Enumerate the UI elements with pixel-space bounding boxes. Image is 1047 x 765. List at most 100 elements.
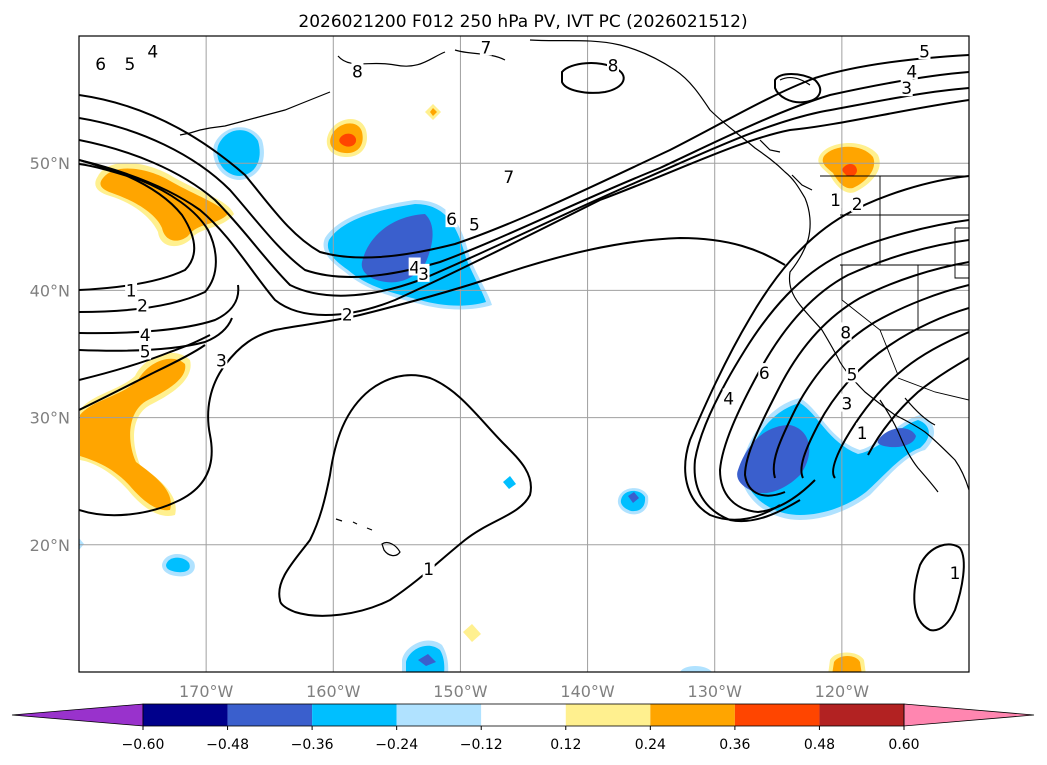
pv-contour-east-6 (832, 331, 969, 479)
ivt-negative-region-small-east-core (628, 492, 639, 503)
contour-label-halo (125, 280, 138, 299)
contour-label: 3 (216, 351, 227, 371)
contour-label-halo (139, 324, 152, 343)
border-states (840, 176, 969, 376)
contour-label: 1 (950, 564, 961, 584)
contour-label: 8 (608, 56, 619, 76)
colorbar-segment (481, 704, 566, 726)
ivt-positive-region-west-north-core (100, 168, 228, 241)
contour-label-halo (846, 364, 859, 383)
pv-contour-upper-left (79, 99, 969, 316)
ivt-negative-region-south-east (680, 666, 712, 672)
colorbar-tick-label: −0.36 (291, 737, 334, 753)
contour-label: 5 (847, 365, 858, 385)
x-tick-label: 170°W (179, 682, 234, 701)
colorbar-segment (227, 704, 313, 726)
pv-contour-left-6 (79, 344, 206, 411)
contour-label: 5 (140, 342, 151, 362)
colorbar-segment (565, 704, 651, 726)
contour-label: 3 (842, 395, 853, 415)
colorbar-tick-label: 0.48 (804, 737, 835, 753)
contour-label-halo (139, 341, 152, 360)
pv-contour-pacific-loop (278, 374, 532, 617)
contour-label: 6 (446, 210, 457, 230)
colorbar-extend-low (11, 703, 144, 727)
ivt-negative-region-west-small-mid (166, 557, 190, 573)
contour-label: 6 (759, 364, 770, 384)
contour-label-halo (502, 167, 515, 186)
contour-label-halo (840, 393, 853, 412)
pv-contour-lower-left-loop (79, 236, 786, 517)
contour-label: 5 (124, 55, 135, 75)
x-tick-label: 120°W (815, 682, 870, 701)
contour-label-halo (479, 37, 492, 56)
contour-label-halo (136, 295, 149, 314)
contour-label: 8 (352, 63, 363, 83)
colorbar: −0.60 −0.48 −0.36 −0.24 −0.12 0.12 0.24 0.36 0.4… (11, 703, 1035, 753)
colorbar-segment (734, 704, 820, 726)
political-borders (820, 175, 969, 401)
contour-label: 1 (423, 560, 434, 580)
coastline-hawaii (335, 518, 401, 557)
x-tick-label: 160°W (306, 682, 361, 701)
colorbar-tick-label: −0.24 (375, 737, 418, 753)
contour-label-halo (468, 214, 481, 233)
contour-label-halo (918, 41, 931, 60)
colorbar-segment (312, 704, 397, 726)
contour-label-halo (445, 209, 458, 228)
pv-contour-upper-left-2 (79, 87, 969, 297)
colorbar-frame (142, 703, 905, 727)
y-tick-label: 20°N (30, 536, 70, 555)
ivt-positive-region-west-south-core (80, 358, 186, 511)
pv-contour-upper-left-4 (79, 54, 969, 259)
pv-contour-left-4 (79, 317, 233, 352)
ivt-negative-region-subtropics-core (737, 425, 810, 494)
x-tick-label: 140°W (560, 682, 615, 701)
y-tick-label: 30°N (30, 409, 70, 428)
pv-contour-upper-left-3 (79, 71, 969, 278)
contour-label-halo (351, 61, 364, 80)
ivt-positive-region-mexico-core (832, 656, 862, 672)
chart-title: 2026021200 F012 250 hPa PV, IVT PC (2026… (298, 12, 747, 32)
coastline-bc-washington (788, 197, 969, 491)
contour-label-halo (417, 263, 430, 282)
contour-label: 1 (126, 281, 137, 301)
contour-label-halo (94, 53, 107, 72)
pv-contour-north-small (561, 62, 625, 94)
contour-label-halo (839, 322, 852, 341)
pv-contour-north-east (774, 73, 822, 104)
colorbar-segment (819, 704, 904, 726)
contour-label: 4 (140, 326, 151, 346)
map-frame (78, 35, 970, 673)
colorbar-extend-high (903, 703, 1035, 727)
x-tick-label: 130°W (688, 682, 743, 701)
contour-label: 7 (480, 38, 491, 58)
ivt-negative-region-south-core (418, 654, 436, 666)
contour-label-halo (900, 78, 913, 97)
contour-label-halo (215, 350, 228, 369)
contour-label: 3 (418, 265, 429, 285)
contour-label-halo (829, 190, 842, 209)
colorbar-tick-label: 0.36 (719, 737, 750, 753)
ivt-positive-region-west-south (80, 352, 191, 516)
x-tick-label: 150°W (433, 682, 488, 701)
contour-label: 4 (409, 259, 420, 279)
contour-label-halo (607, 55, 619, 74)
ivt-negative-shading (79, 127, 935, 672)
contour-label: 4 (723, 390, 734, 410)
ivt-positive-region-south-dot (463, 624, 481, 642)
pv-contour-east-3 (743, 261, 969, 497)
ivt-negative-region-tiny (503, 476, 516, 489)
ivt-positive-region-gulf-alaska-peak (339, 133, 357, 147)
contour-label: 5 (919, 42, 930, 62)
contour-label-halo (341, 304, 354, 323)
colorbar-tick-label: −0.60 (122, 737, 165, 753)
contour-label-halo (758, 363, 771, 382)
pv-contour-left-3 (79, 284, 240, 335)
ivt-positive-shading (80, 104, 880, 672)
colorbar-tick-label: 0.12 (550, 737, 581, 753)
colorbar-tick-label: 0.24 (635, 737, 666, 753)
contour-label-halo (905, 61, 918, 80)
